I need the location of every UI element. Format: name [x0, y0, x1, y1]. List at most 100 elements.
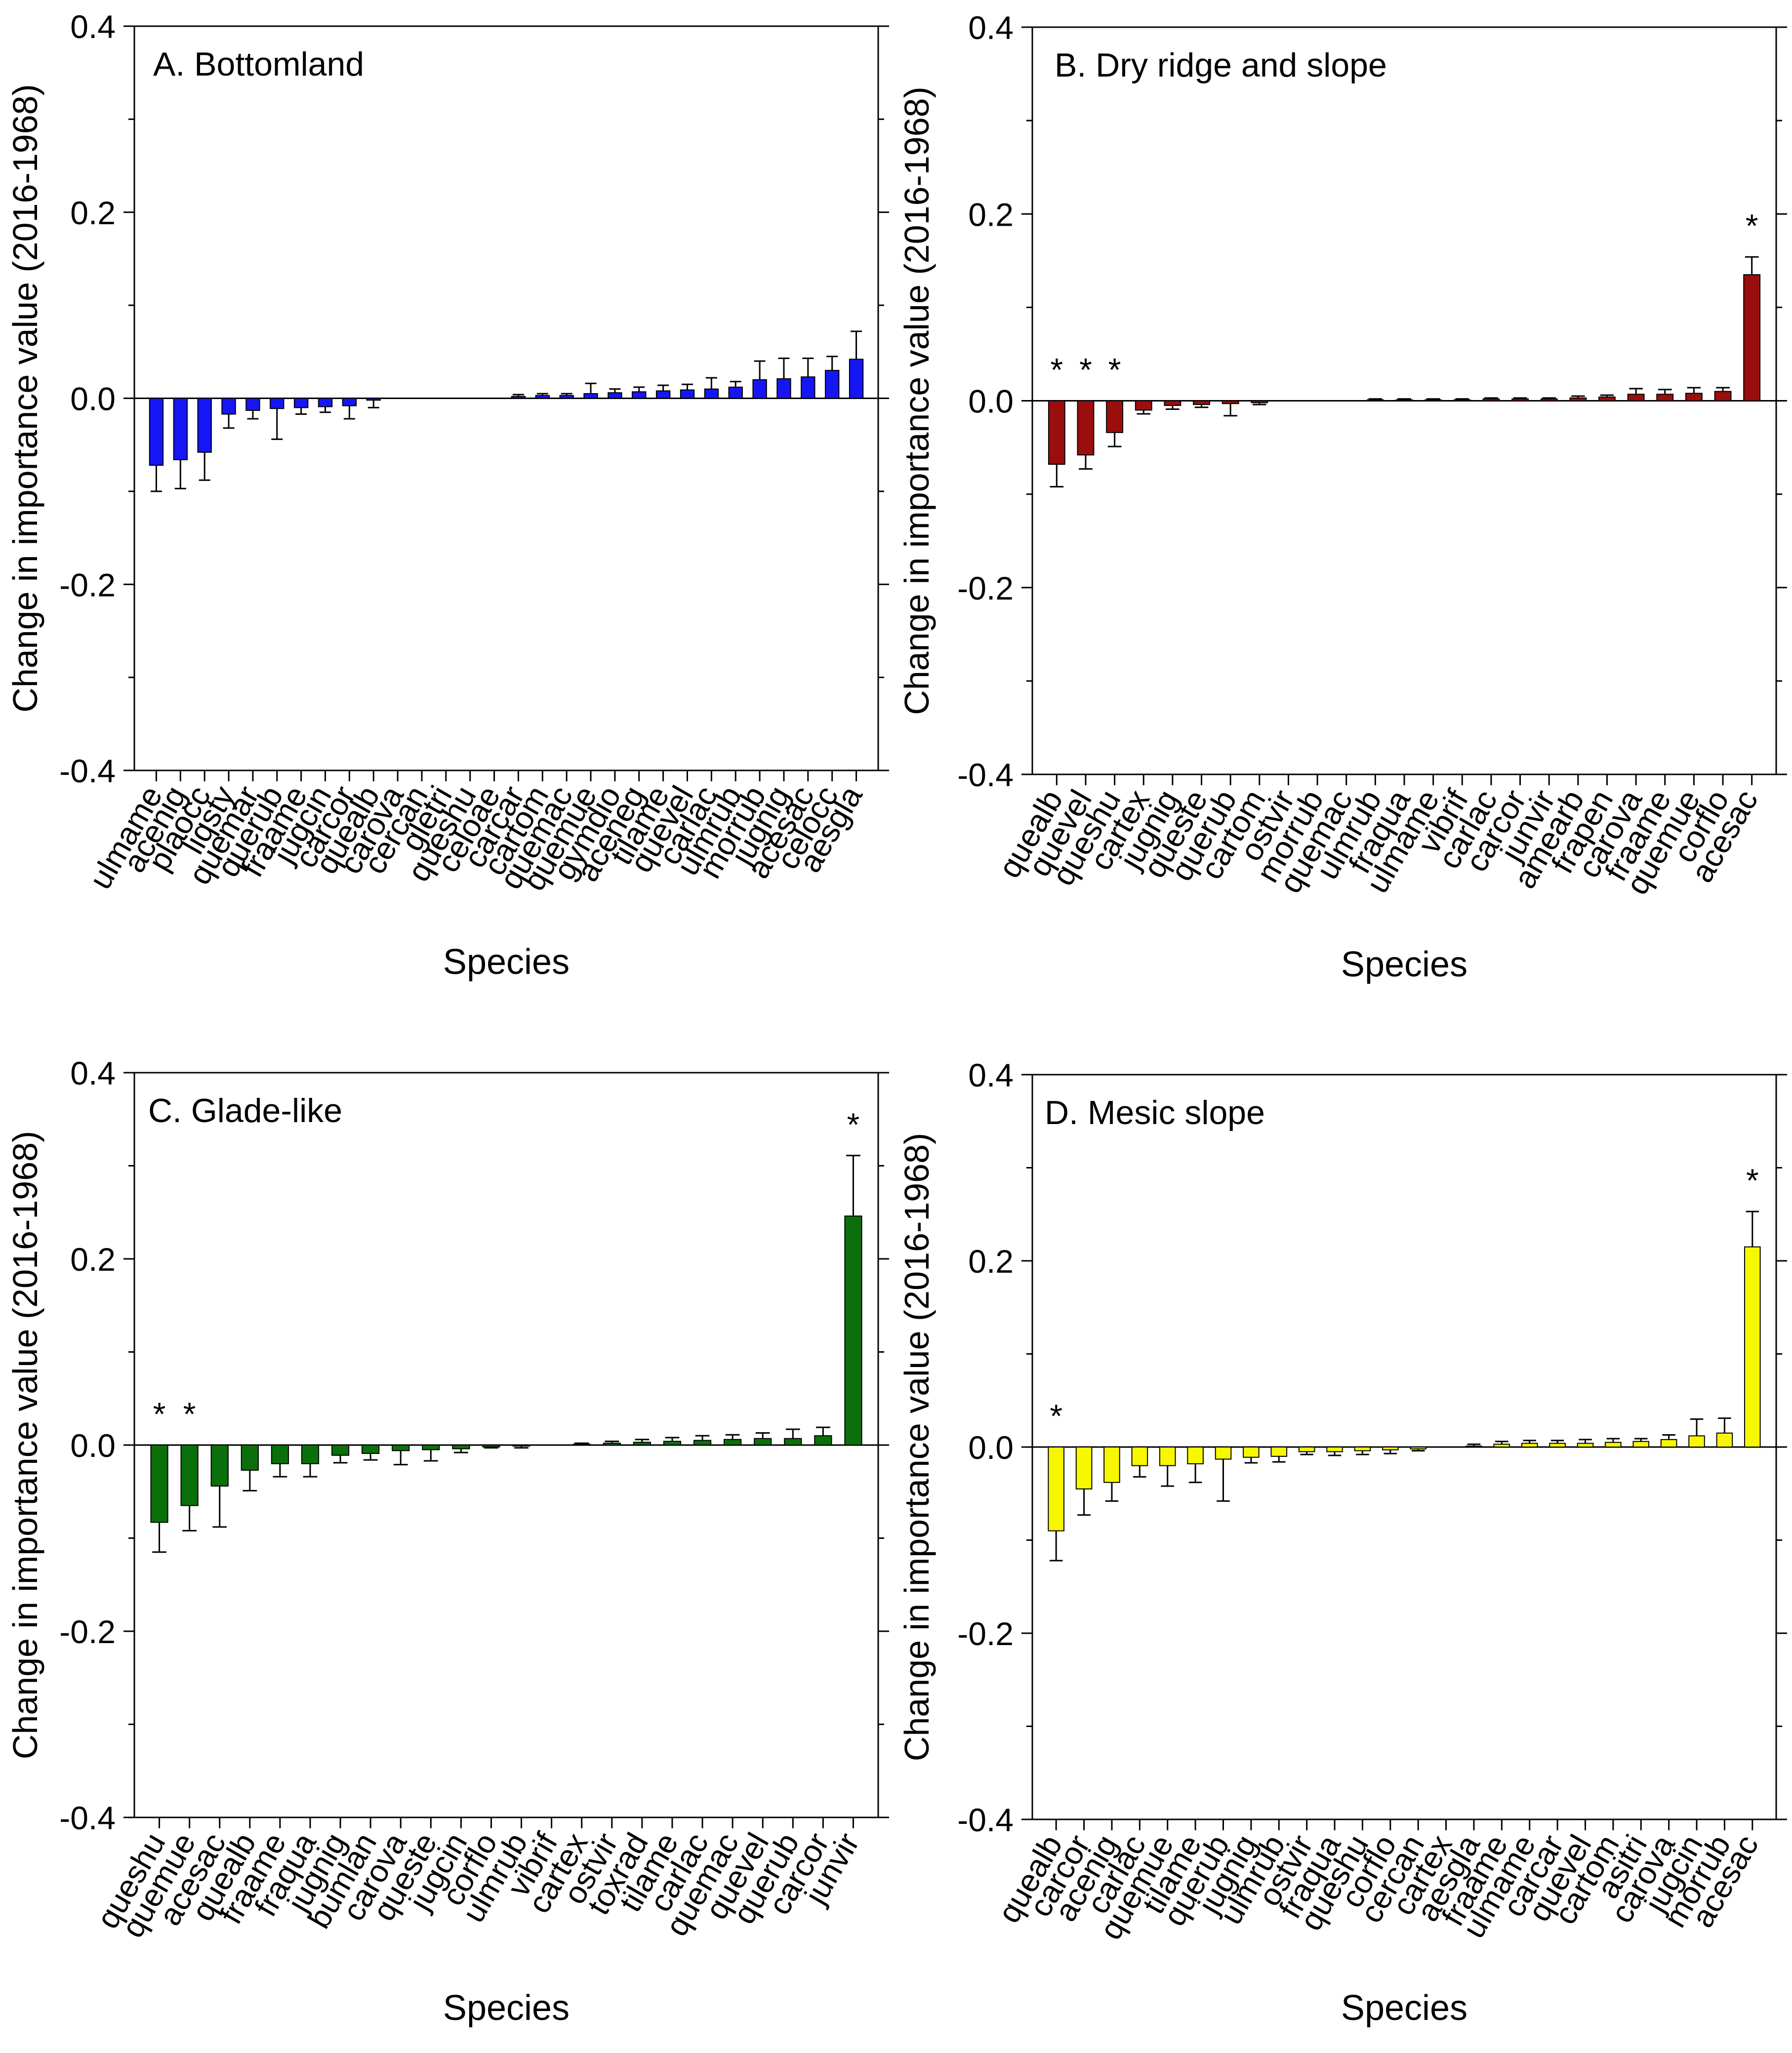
bar — [271, 1445, 289, 1464]
bar — [1187, 1447, 1204, 1464]
bar — [1106, 400, 1124, 433]
y-tick-label: 0.2 — [968, 196, 1014, 233]
bar — [221, 398, 236, 415]
panel-title: D. Mesic slope — [1045, 1094, 1265, 1131]
bar — [1744, 1246, 1761, 1448]
panel-dry-ridge-and-slope: -0.4-0.20.00.20.4*quealb*quevel*queshuca… — [897, 9, 1787, 984]
significance-star: * — [1746, 207, 1758, 244]
bar — [173, 398, 188, 460]
y-tick-label: -0.2 — [59, 1613, 116, 1650]
significance-star: * — [847, 1106, 860, 1143]
y-tick-label: 0.4 — [968, 9, 1014, 46]
y-tick-label: -0.4 — [59, 753, 116, 789]
bar — [180, 1445, 199, 1506]
bar — [572, 1444, 591, 1446]
bar — [1326, 1447, 1343, 1452]
y-tick-label: 0.4 — [968, 1057, 1014, 1093]
panel-bottomland: -0.4-0.20.00.20.4ulmameacenigplaoccliqst… — [6, 8, 889, 982]
bar — [362, 1445, 380, 1454]
bar — [392, 1445, 410, 1451]
panel-glade-like: -0.4-0.20.00.20.4*queshu*quemueacesacque… — [6, 1055, 889, 2028]
bar — [1077, 400, 1095, 456]
bar — [331, 1445, 350, 1456]
bar — [301, 1445, 320, 1464]
significance-star: * — [1079, 352, 1092, 388]
bar — [1243, 1447, 1260, 1458]
bar — [1048, 400, 1065, 465]
y-tick-label: -0.2 — [957, 570, 1014, 606]
panel-mesic-slope: -0.4-0.20.00.20.4*quealbcarcoracenigcarl… — [897, 1057, 1787, 2028]
y-tick-label: 0.0 — [968, 1429, 1014, 1466]
bar — [293, 398, 309, 408]
bar — [784, 1438, 802, 1446]
bar — [752, 379, 767, 399]
bar — [1632, 1441, 1650, 1448]
bar — [1366, 399, 1384, 402]
y-tick-label: 0.2 — [968, 1243, 1014, 1280]
panel-title: A. Bottomland — [153, 45, 364, 83]
x-axis-label: Species — [1341, 945, 1467, 984]
bar — [608, 392, 622, 399]
bar — [1222, 400, 1239, 404]
bar — [1716, 1432, 1733, 1448]
bar — [1605, 1442, 1622, 1448]
y-tick-label: 0.2 — [70, 195, 116, 231]
bar — [149, 398, 164, 466]
bar — [728, 386, 743, 399]
bar — [366, 398, 381, 401]
bar — [849, 359, 864, 399]
bar — [1627, 394, 1645, 402]
bar — [197, 398, 212, 453]
bar — [1453, 399, 1471, 402]
bar — [210, 1445, 229, 1487]
bar — [844, 1215, 862, 1446]
bar — [512, 1445, 530, 1447]
bar — [1103, 1447, 1120, 1483]
bar — [1298, 1447, 1315, 1452]
panel-title: B. Dry ridge and slope — [1055, 46, 1387, 84]
bar — [241, 1445, 259, 1471]
bar — [663, 1441, 682, 1446]
bar — [342, 398, 357, 406]
y-axis-label: Change in importance value (2016-1968) — [6, 84, 44, 712]
bar — [1656, 394, 1674, 402]
bar — [814, 1435, 832, 1446]
y-axis-label: Change in importance value (2016-1968) — [6, 1131, 44, 1759]
bar — [1660, 1439, 1677, 1448]
bar — [1215, 1447, 1232, 1460]
y-tick-label: -0.2 — [957, 1615, 1014, 1652]
bar — [1410, 1447, 1426, 1449]
bar — [754, 1438, 772, 1446]
bar — [452, 1445, 470, 1449]
bar — [1382, 1447, 1399, 1450]
bar — [422, 1445, 440, 1450]
x-axis-label: Species — [1341, 1988, 1467, 2028]
y-axis-label: Change in importance value (2016-1968) — [897, 1133, 936, 1761]
bar — [1685, 393, 1703, 402]
x-axis-label: Species — [443, 942, 570, 982]
bar — [1577, 1443, 1594, 1448]
bar — [1493, 1444, 1510, 1448]
bar — [245, 398, 260, 411]
x-axis-label: Species — [443, 1988, 570, 2028]
bar — [603, 1443, 621, 1446]
y-tick-label: 0.2 — [70, 1241, 116, 1278]
bar — [1048, 1447, 1064, 1531]
bar — [1251, 400, 1268, 403]
bar — [680, 389, 695, 399]
significance-star: * — [1108, 352, 1121, 388]
y-tick-label: -0.4 — [59, 1800, 116, 1836]
significance-star: * — [153, 1396, 166, 1432]
bar — [150, 1445, 168, 1523]
panel-title: C. Glade-like — [148, 1092, 342, 1129]
significance-star: * — [1050, 1398, 1062, 1434]
bar — [270, 398, 285, 409]
bar — [1354, 1447, 1371, 1451]
y-tick-label: 0.4 — [70, 1055, 116, 1091]
bar — [825, 369, 840, 399]
bar — [1569, 397, 1587, 402]
bar — [511, 396, 526, 399]
bar — [1540, 398, 1558, 402]
bar — [318, 398, 333, 407]
bar — [1075, 1447, 1093, 1489]
